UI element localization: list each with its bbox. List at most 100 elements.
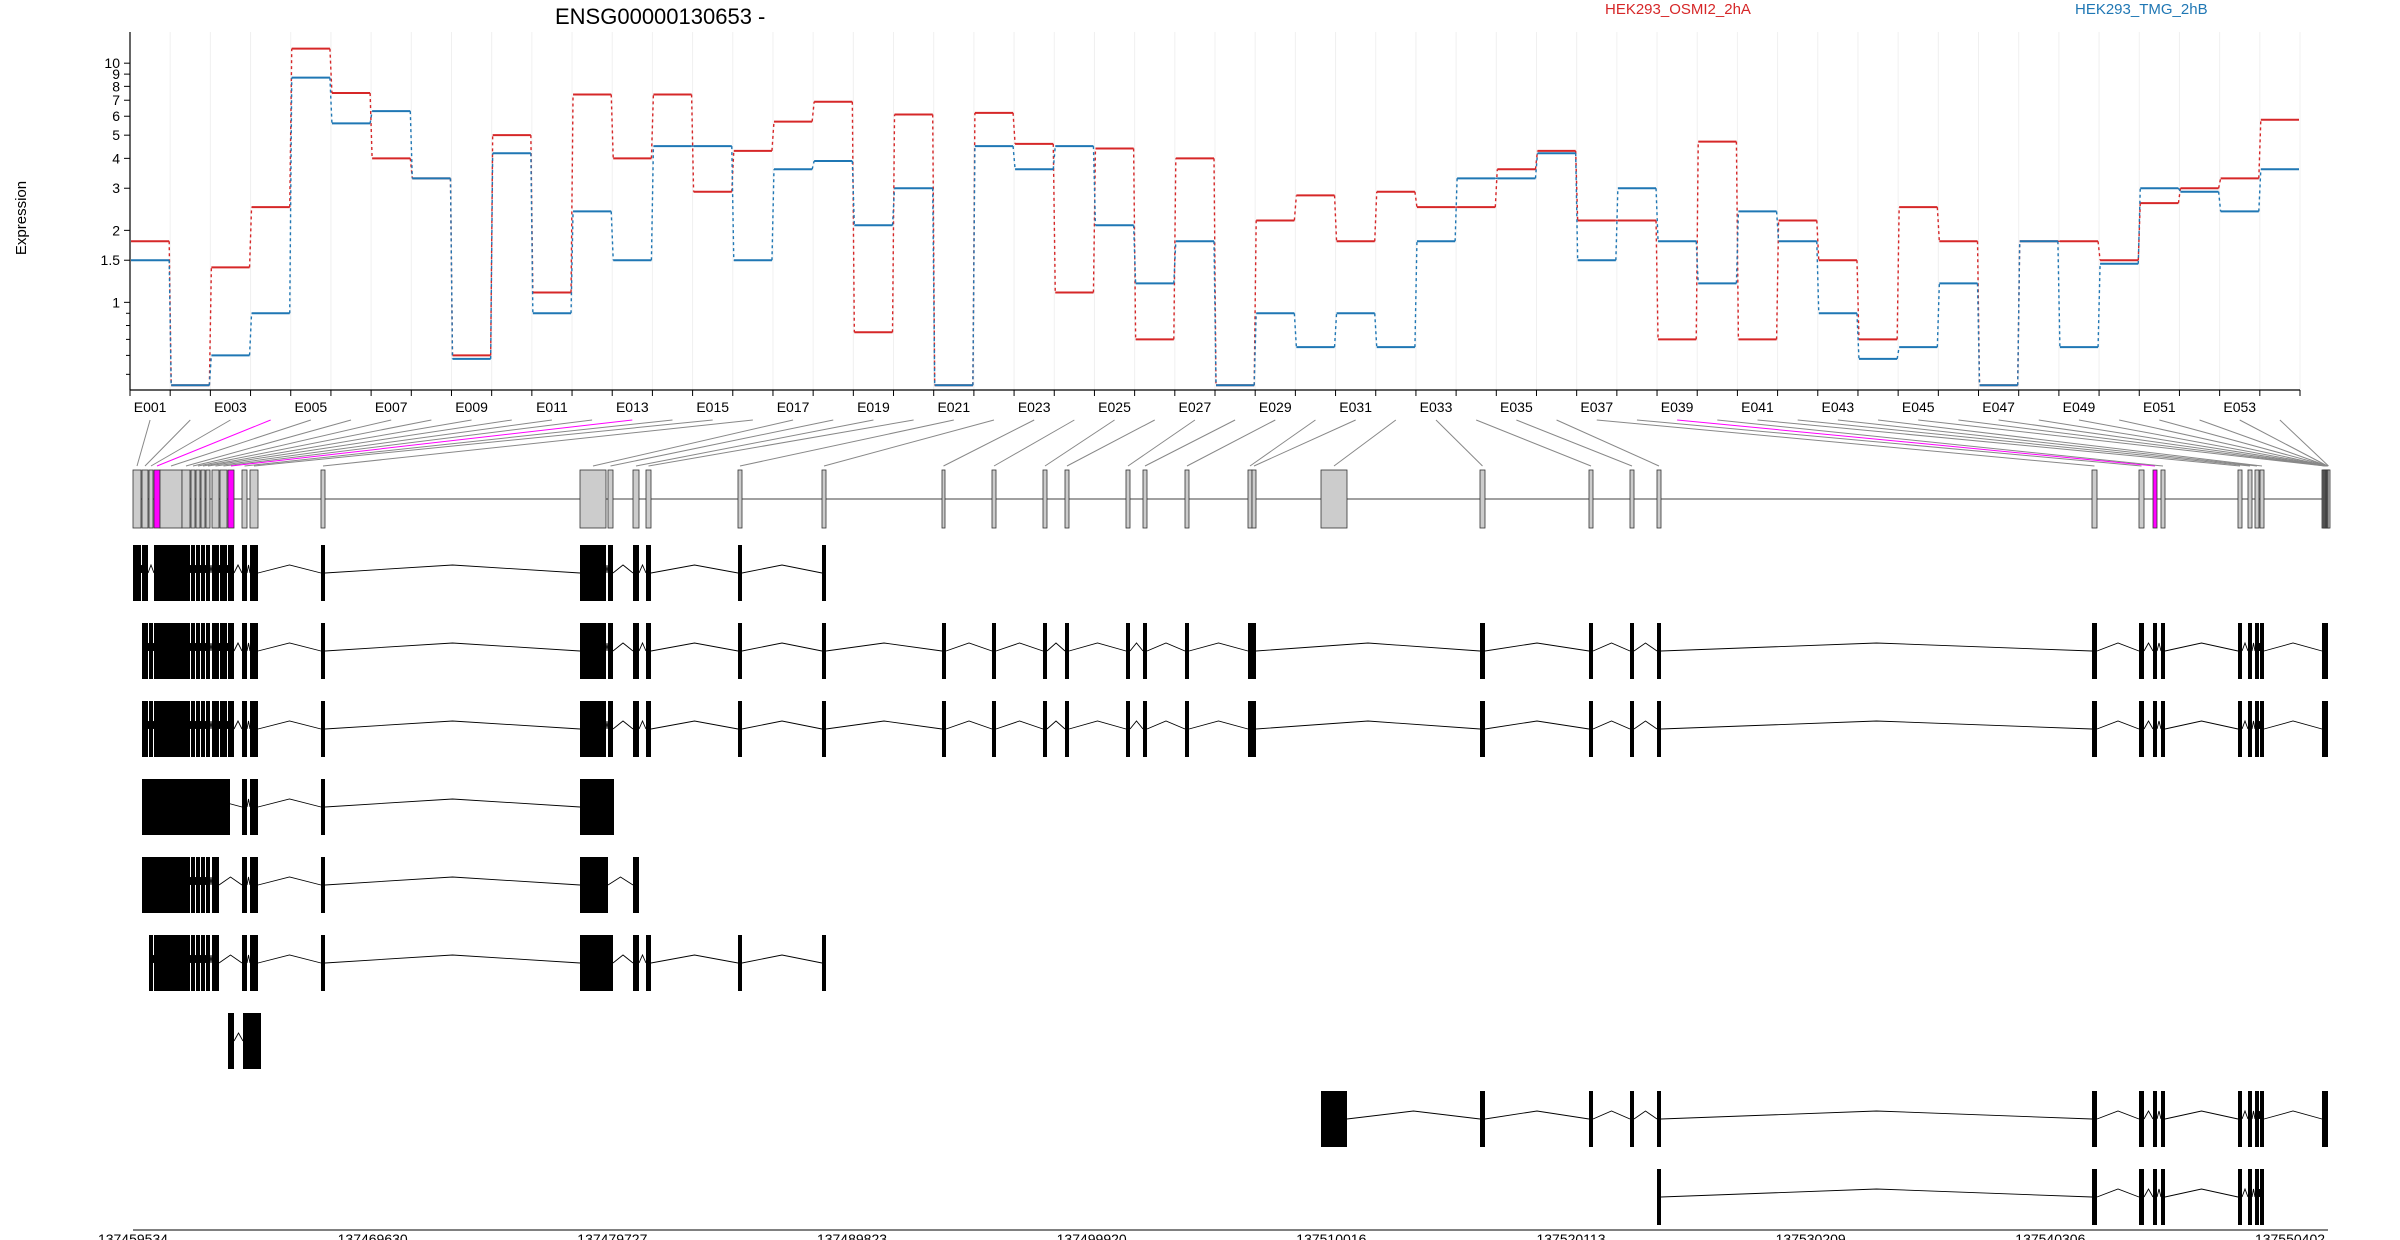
transcript-exon [1630, 1091, 1634, 1147]
transcript-exon [250, 779, 258, 835]
intron-line [945, 720, 993, 730]
intron-line [1660, 642, 2093, 652]
transcript-exon [1043, 701, 1047, 757]
gene-exon-block [1588, 469, 1594, 529]
x-tick-label: E005 [294, 399, 327, 415]
transcript-exon [220, 701, 227, 757]
intron-line [1592, 642, 1631, 652]
y-tick-label: 6 [112, 108, 120, 124]
intron-line [324, 642, 581, 652]
transcript-exon [196, 701, 200, 757]
transcript-exon [646, 935, 651, 991]
intron-line [741, 720, 823, 730]
intron-line [2258, 1110, 2261, 1120]
intron-line [324, 564, 581, 574]
transcript-exon [182, 623, 190, 679]
transcript-exon [196, 545, 200, 601]
intron-line [233, 563, 243, 574]
transcript-exon [196, 935, 200, 991]
intron-line [1255, 720, 1481, 730]
transcript-exon [2139, 701, 2144, 757]
series-tmg-connector [208, 355, 213, 386]
series-osmi2-connector [1775, 220, 1780, 340]
gene-exon-block [241, 469, 248, 529]
transcript-exon [580, 779, 614, 835]
x-tick-label: E031 [1339, 399, 1372, 415]
transcript-exon [738, 545, 742, 601]
transcript-exon [250, 545, 258, 601]
intron-line [2241, 1187, 2249, 1198]
transcript-exon [142, 623, 148, 679]
series-tmg-connector [2258, 169, 2262, 212]
gene-exon-block [821, 469, 827, 529]
y-axis-label: Expression [13, 181, 30, 255]
exon-connector [592, 419, 794, 467]
transcript-exon [142, 857, 148, 913]
exon-connector [1253, 419, 1356, 467]
intron-line [741, 642, 823, 652]
transcript-exon [580, 935, 608, 991]
transcript-exon [206, 701, 210, 757]
transcript-exon [1065, 701, 1069, 757]
transcript-exon [2322, 1091, 2328, 1147]
transcript-exon [992, 701, 996, 757]
intron-line [638, 953, 647, 964]
series-osmi2-connector [771, 121, 775, 151]
intron-line [324, 954, 581, 964]
series-tmg-connector [972, 146, 976, 386]
transcript-exon [2248, 1169, 2252, 1225]
intron-line [2263, 1110, 2323, 1120]
series-tmg-connector [1816, 241, 1820, 314]
intron-line [2164, 1110, 2239, 1120]
transcript-exon [154, 623, 160, 679]
intron-line [140, 564, 143, 574]
series-tmg-connector [1655, 188, 1659, 242]
transcript-exon [242, 857, 247, 913]
exon-connector [223, 419, 593, 467]
transcript-exon [154, 545, 160, 601]
series-osmi2-connector [1896, 207, 1900, 340]
transcript-exon [160, 623, 182, 679]
intron-line [2251, 642, 2256, 652]
intron-line [233, 719, 243, 730]
intron-line [2241, 719, 2249, 730]
transcript-exon [191, 623, 195, 679]
x-tick-label: E029 [1259, 399, 1292, 415]
intron-line [1660, 1110, 2093, 1120]
series-tmg-connector [2017, 241, 2021, 386]
gene-exon-block [2152, 469, 2158, 529]
x-tick-label: E019 [857, 399, 890, 415]
y-tick-label: 2 [112, 222, 120, 238]
intron-line [650, 954, 739, 964]
series-tmg-connector [1092, 146, 1097, 226]
transcript-exon [580, 545, 606, 601]
genomic-tick-label: 137499920 [1057, 1231, 1127, 1240]
exon-connector [2199, 419, 2328, 467]
y-tick-label: 1 [112, 294, 120, 310]
transcript-exon [196, 623, 200, 679]
gene-exon-block [737, 469, 743, 529]
genomic-tick-label: 137520113 [1536, 1231, 1605, 1240]
x-tick-label: E015 [696, 399, 729, 415]
intron-line [246, 798, 251, 808]
transcript-exon [2092, 1169, 2097, 1225]
series-tmg-connector [570, 211, 574, 314]
intron-line [2096, 720, 2140, 730]
intron-line [147, 720, 150, 730]
legend-series-tmg: HEK293_TMG_2hB [2075, 1, 2208, 18]
intron-line [741, 954, 823, 964]
intron-line [2096, 1110, 2140, 1120]
x-tick-label: E025 [1098, 399, 1131, 415]
transcript-exon [1252, 701, 1256, 757]
gene-exon-block [211, 469, 220, 529]
series-tmg-connector [1454, 178, 1458, 242]
gene-exon-block [190, 469, 196, 529]
intron-line [257, 798, 322, 808]
x-tick-label: E041 [1741, 399, 1774, 415]
transcript-exon [580, 623, 606, 679]
series-osmi2-connector [208, 267, 213, 386]
transcript-exon [1143, 623, 1147, 679]
intron-line [189, 642, 192, 652]
intron-line [204, 564, 207, 574]
intron-line [246, 954, 251, 964]
